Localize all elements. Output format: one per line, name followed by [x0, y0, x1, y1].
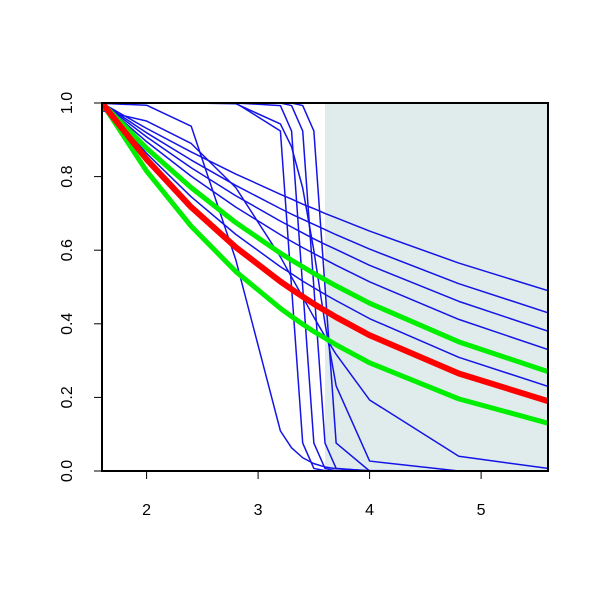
plot-frame	[101, 102, 549, 472]
curve	[102, 103, 548, 375]
x-tick-label: 2	[142, 502, 151, 519]
plot-area	[102, 103, 548, 471]
curve	[102, 103, 548, 404]
y-tick-label: 1.0	[59, 92, 76, 114]
curve	[102, 103, 548, 471]
curve	[102, 103, 548, 471]
y-tick-label: 0.8	[59, 165, 76, 187]
curve	[102, 103, 548, 471]
curve	[102, 103, 548, 471]
x-tick-label: 3	[254, 502, 263, 519]
curve	[102, 103, 548, 471]
y-tick-label: 0.2	[59, 386, 76, 408]
shaded-region	[325, 103, 548, 471]
y-tick-label: 0.0	[59, 460, 76, 482]
curve	[102, 103, 548, 314]
y-tick-label: 0.6	[59, 239, 76, 261]
curve	[102, 103, 548, 351]
x-tick-label: 4	[365, 502, 374, 519]
y-tick-label: 0.4	[59, 313, 76, 335]
x-tick-label: 5	[477, 502, 486, 519]
curve	[102, 103, 548, 332]
curve	[102, 103, 548, 292]
curve	[102, 103, 548, 426]
